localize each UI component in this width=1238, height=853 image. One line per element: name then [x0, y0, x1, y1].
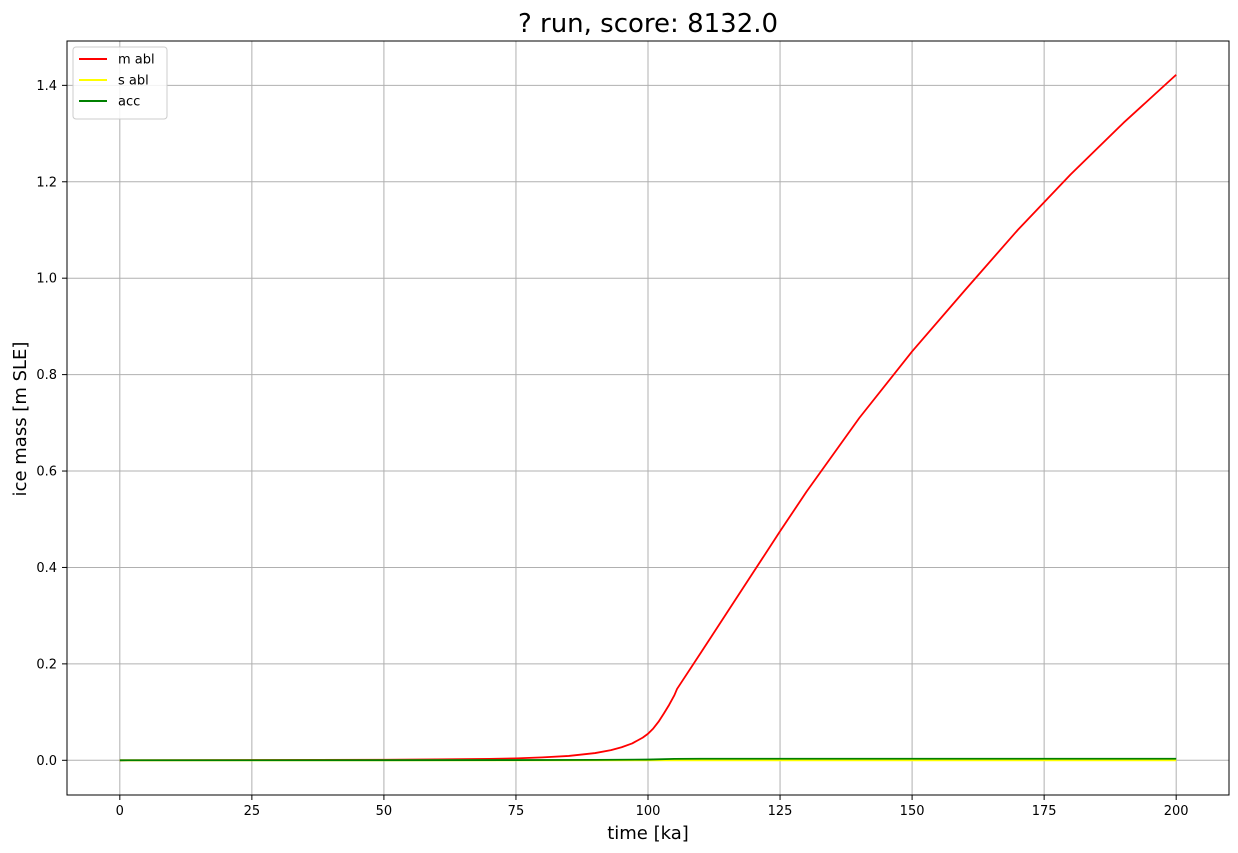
- legend-label-s-abl: s abl: [118, 74, 149, 89]
- x-tick-label: 75: [508, 804, 525, 819]
- x-tick-label: 200: [1164, 804, 1189, 819]
- series-line-m-abl: [119, 74, 1177, 762]
- series-layer: [119, 74, 1177, 762]
- legend-label-acc: acc: [118, 95, 140, 110]
- y-axis-label: ice mass [m SLE]: [10, 342, 31, 497]
- y-tick-label: 0.0: [36, 754, 57, 769]
- grid: [67, 41, 1229, 795]
- x-tick-label: 100: [636, 804, 661, 819]
- legend-label-m-abl: m abl: [118, 53, 155, 68]
- x-tick-label: 50: [376, 804, 393, 819]
- x-tick-label: 125: [768, 804, 793, 819]
- chart-title: ? run, score: 8132.0: [518, 9, 778, 39]
- y-tick-label: 0.6: [36, 465, 57, 480]
- x-axis-label: time [ka]: [607, 823, 689, 844]
- y-tick-label: 0.4: [36, 561, 57, 576]
- x-tick-label: 150: [900, 804, 925, 819]
- y-tick-label: 1.4: [36, 79, 57, 94]
- x-tick-label: 25: [244, 804, 261, 819]
- y-tick-label: 1.2: [36, 175, 57, 190]
- y-tick-label: 1.0: [36, 272, 57, 287]
- legend: m abl s abl acc: [72, 46, 168, 120]
- x-tick-label: 175: [1032, 804, 1057, 819]
- series-line-acc: [119, 757, 1177, 762]
- y-tick-label: 0.8: [36, 368, 57, 383]
- x-tick-label: 0: [116, 804, 124, 819]
- y-tick-label: 0.2: [36, 657, 57, 672]
- ticks: 0 25 50 75 100 125 150 175 200 0.0 0.2 0.4 0.6 0.8 1.0…: [36, 79, 1188, 819]
